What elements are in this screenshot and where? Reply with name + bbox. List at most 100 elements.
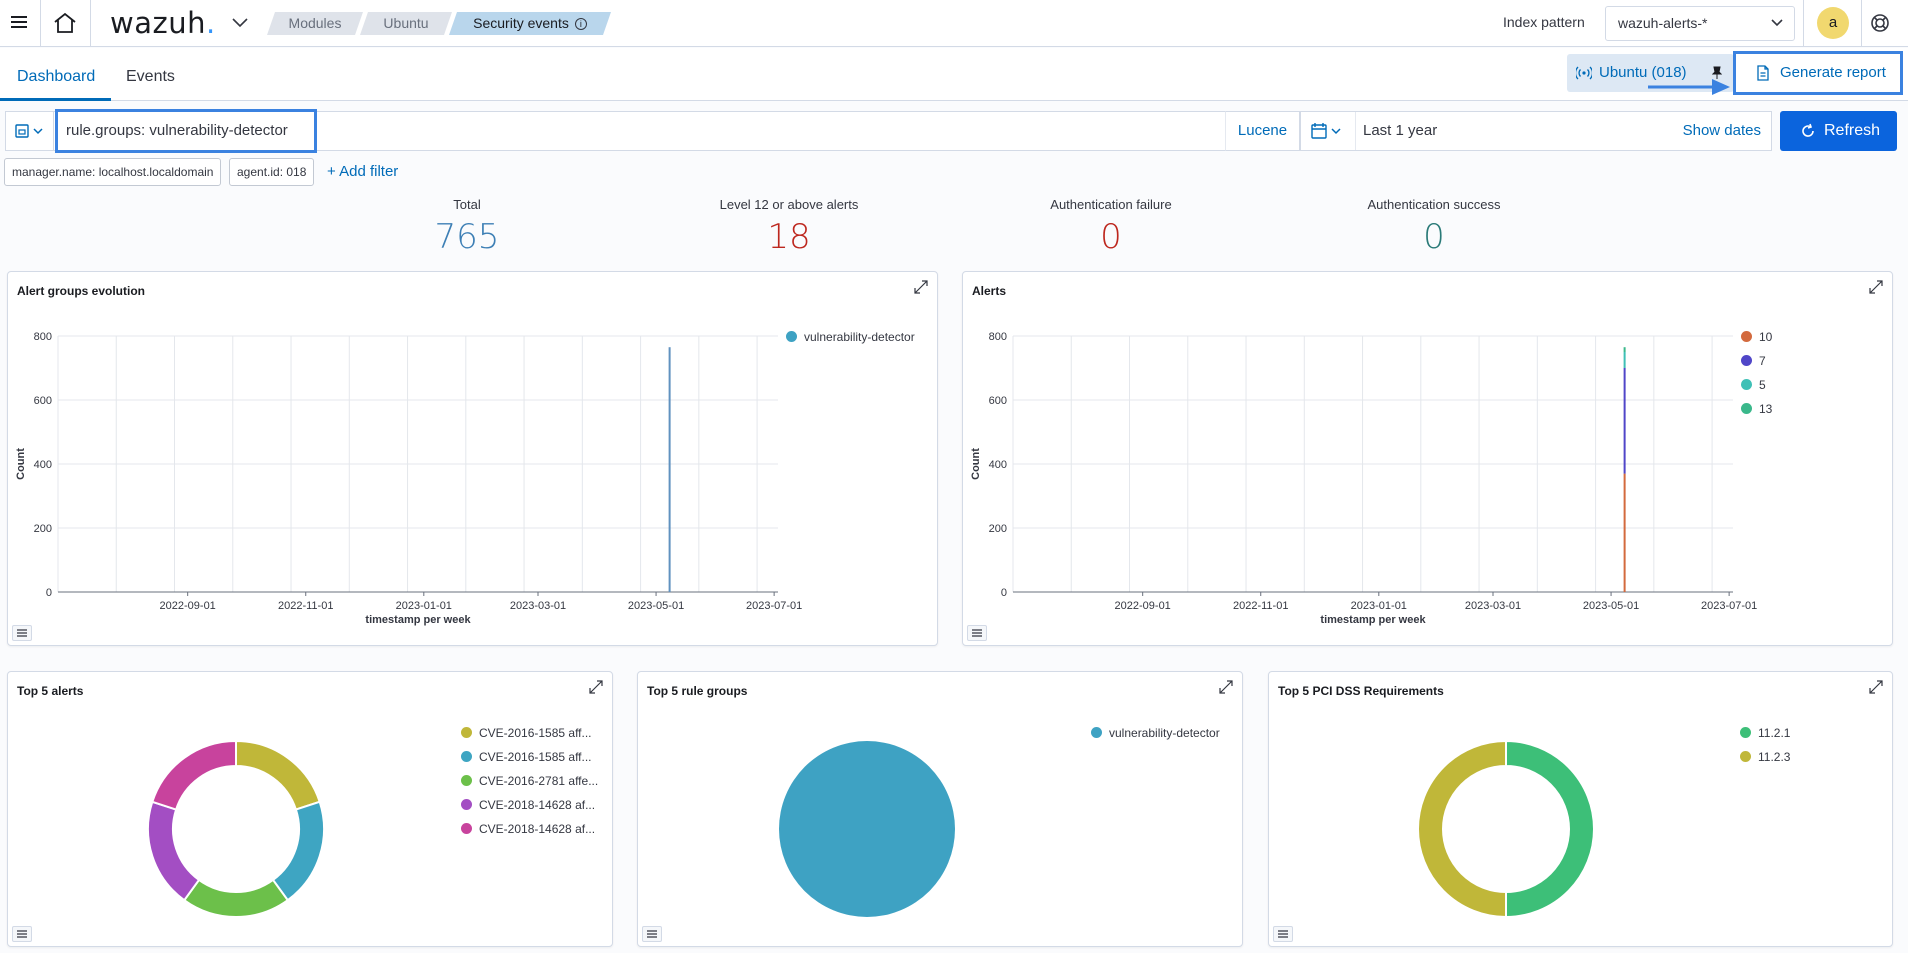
filter-pill-agent[interactable]: agent.id: 018: [229, 158, 315, 186]
save-icon: [15, 124, 43, 138]
stat-auth-failure: Authentication failure 0: [961, 197, 1261, 257]
logo-dot: .: [205, 6, 216, 40]
user-avatar[interactable]: a: [1817, 7, 1849, 39]
legend-item[interactable]: 5: [1741, 373, 1772, 397]
pie-slice[interactable]: [779, 741, 955, 917]
filter-pill-manager[interactable]: manager.name: localhost.localdomain: [4, 158, 222, 186]
legend-dot: [1740, 727, 1751, 738]
legend-dot: [461, 799, 472, 810]
expand-icon[interactable]: [913, 279, 929, 295]
pie-slice[interactable]: [271, 800, 325, 902]
antenna-icon: [1576, 66, 1592, 80]
pin-icon[interactable]: [1712, 66, 1722, 80]
bar-segment[interactable]: [1623, 368, 1626, 474]
pie-chart: [779, 741, 955, 917]
add-filter-button[interactable]: + Add filter: [327, 163, 399, 180]
stat-label: Authentication failure: [1050, 197, 1172, 212]
legend-toggle-button[interactable]: [1273, 926, 1293, 942]
legend-item[interactable]: 11.2.1: [1740, 721, 1790, 745]
pie-slice[interactable]: [151, 739, 237, 811]
refresh-icon: [1802, 123, 1814, 137]
saved-queries-button[interactable]: [5, 111, 53, 151]
legend-toggle-button[interactable]: [642, 926, 662, 942]
list-icon: [972, 629, 982, 637]
generate-report-button[interactable]: Generate report: [1733, 51, 1903, 95]
breadcrumb-security-events[interactable]: Security events i: [449, 12, 611, 35]
expand-icon[interactable]: [588, 679, 604, 695]
expand-icon[interactable]: [1218, 679, 1234, 695]
bar[interactable]: [668, 347, 671, 592]
menu-icon[interactable]: [8, 10, 34, 36]
legend-label: 13: [1759, 402, 1773, 416]
quick-select-button[interactable]: [1301, 112, 1356, 150]
legend-toggle-button[interactable]: [12, 625, 32, 641]
query-text[interactable]: rule.groups: vulnerability-detector: [55, 109, 317, 153]
info-icon[interactable]: i: [575, 18, 587, 30]
legend-dot: [1741, 331, 1752, 342]
chevron-down-icon: [1771, 19, 1783, 27]
expand-icon[interactable]: [1868, 279, 1884, 295]
list-icon: [1278, 930, 1288, 938]
pie-slice[interactable]: [182, 878, 290, 918]
pie-slice[interactable]: [235, 739, 321, 811]
pie-slice[interactable]: [147, 800, 201, 902]
legend-item[interactable]: CVE-2016-1585 aff...: [461, 721, 598, 745]
legend-item[interactable]: 7: [1741, 349, 1772, 373]
alerts-panel: Alerts 0 200 400 600 800 2022-09-01 2022-11-01…: [962, 271, 1893, 646]
stat-level12: Level 12 or above alerts 18: [639, 197, 939, 257]
x-tick-label: 2022-11-01: [1233, 600, 1288, 612]
tab-events[interactable]: Events: [126, 68, 175, 85]
y-tick-label: 0: [1001, 587, 1007, 599]
legend-label: CVE-2016-2781 affe...: [479, 774, 599, 788]
search-input[interactable]: [53, 111, 1226, 151]
legend-item[interactable]: CVE-2016-2781 affe...: [461, 769, 598, 793]
bar-segment[interactable]: [1623, 347, 1626, 352]
legend-item[interactable]: CVE-2018-14628 af...: [461, 817, 598, 841]
legend-dot: [461, 775, 472, 786]
wazuh-logo[interactable]: wazuh.: [110, 6, 216, 40]
line-chart: 0 200 400 600 800 2022-09-01 2022-11-01 2023-01…: [15, 331, 802, 626]
legend-label: vulnerability-detector: [1109, 726, 1220, 740]
legend-item[interactable]: 10: [1741, 325, 1772, 349]
legend-item[interactable]: 13: [1741, 397, 1772, 421]
divider: [1803, 0, 1804, 47]
pie-slice[interactable]: [1417, 739, 1507, 919]
bar-segment[interactable]: [1623, 473, 1626, 592]
y-axis-label: Count: [15, 448, 27, 480]
top-5-pci-dss-panel: Top 5 PCI DSS Requirements 11.2.1 11.2.3: [1268, 671, 1893, 947]
stat-label: Level 12 or above alerts: [719, 197, 859, 212]
y-tick-label: 400: [989, 459, 1007, 471]
legend-item[interactable]: CVE-2018-14628 af...: [461, 793, 598, 817]
chart-legend: 10 7 5 13: [1741, 325, 1772, 421]
legend-toggle-button[interactable]: [967, 625, 987, 641]
breadcrumb-ubuntu[interactable]: Ubuntu: [360, 12, 452, 35]
stat-value: 0: [1100, 217, 1122, 257]
refresh-button[interactable]: Refresh: [1780, 111, 1897, 151]
index-pattern-select[interactable]: wazuh-alerts-*: [1605, 6, 1795, 41]
legend-label: CVE-2018-14628 af...: [479, 822, 596, 836]
pie-slice[interactable]: [1505, 739, 1595, 919]
tab-dashboard[interactable]: Dashboard: [17, 68, 96, 85]
legend-toggle-button[interactable]: [12, 926, 32, 942]
date-picker: Last 1 year Show dates: [1300, 111, 1772, 151]
time-range-value[interactable]: Last 1 year: [1363, 122, 1438, 139]
annotation-arrow: [1648, 79, 1730, 95]
bar-segment[interactable]: [1623, 352, 1626, 368]
legend-item[interactable]: vulnerability-detector: [786, 325, 915, 349]
x-axis-label: timestamp per week: [365, 614, 471, 626]
breadcrumb-modules[interactable]: Modules: [267, 12, 363, 35]
legend-item[interactable]: vulnerability-detector: [1091, 721, 1220, 745]
home-icon[interactable]: [52, 11, 78, 35]
filter-bar: manager.name: localhost.localdomain agen…: [0, 158, 1908, 190]
show-dates-link[interactable]: Show dates: [1682, 122, 1761, 139]
chevron-down-icon[interactable]: [230, 14, 250, 30]
legend-item[interactable]: 11.2.3: [1740, 745, 1790, 769]
panel-title: Top 5 rule groups: [647, 684, 748, 698]
expand-icon[interactable]: [1868, 679, 1884, 695]
query-language-button[interactable]: Lucene: [1225, 111, 1300, 151]
x-tick-label: 2022-09-01: [160, 600, 216, 612]
help-icon[interactable]: [1869, 12, 1891, 34]
legend-item[interactable]: CVE-2016-1585 aff...: [461, 745, 598, 769]
x-tick-label: 2023-01-01: [396, 600, 452, 612]
query-bar: rule.groups: vulnerability-detector Luce…: [0, 101, 1908, 158]
